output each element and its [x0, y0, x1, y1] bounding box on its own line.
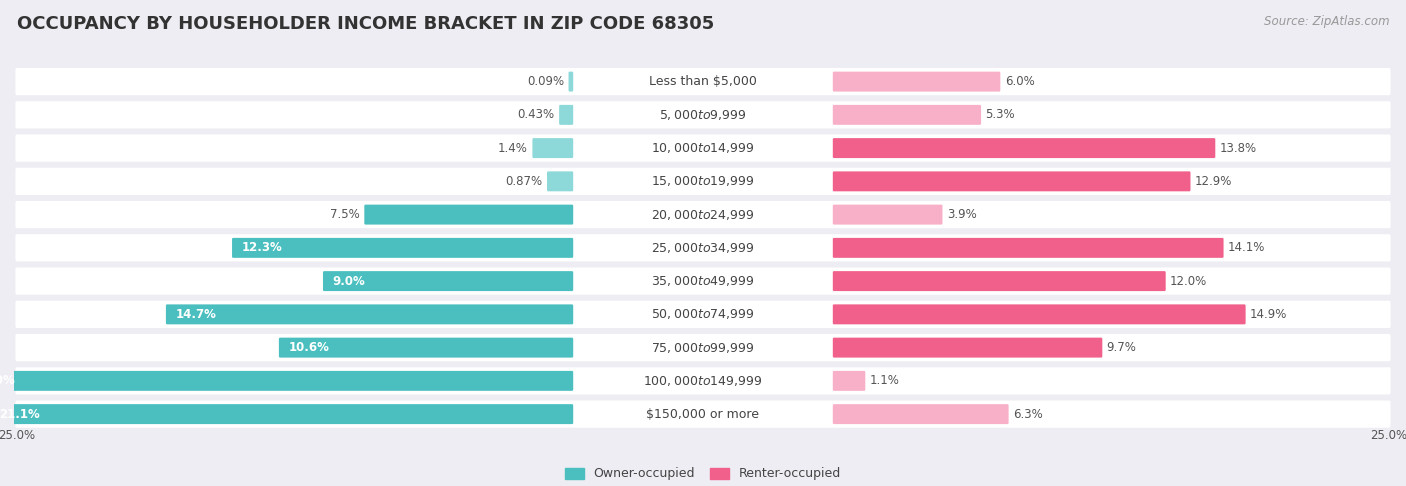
FancyBboxPatch shape — [15, 267, 1391, 295]
FancyBboxPatch shape — [568, 71, 574, 91]
Text: $20,000 to $24,999: $20,000 to $24,999 — [651, 208, 755, 222]
Text: 21.1%: 21.1% — [0, 408, 39, 420]
Text: $100,000 to $149,999: $100,000 to $149,999 — [644, 374, 762, 388]
FancyBboxPatch shape — [832, 338, 1102, 358]
Text: 1.4%: 1.4% — [498, 141, 529, 155]
Text: 25.0%: 25.0% — [0, 429, 35, 442]
FancyBboxPatch shape — [832, 105, 981, 125]
FancyBboxPatch shape — [364, 205, 574, 225]
FancyBboxPatch shape — [533, 138, 574, 158]
Text: 9.7%: 9.7% — [1107, 341, 1136, 354]
FancyBboxPatch shape — [278, 338, 574, 358]
Text: 12.3%: 12.3% — [242, 242, 283, 254]
FancyBboxPatch shape — [15, 234, 1391, 261]
Text: $25,000 to $34,999: $25,000 to $34,999 — [651, 241, 755, 255]
FancyBboxPatch shape — [832, 205, 942, 225]
FancyBboxPatch shape — [832, 371, 865, 391]
FancyBboxPatch shape — [15, 400, 1391, 428]
Text: $5,000 to $9,999: $5,000 to $9,999 — [659, 108, 747, 122]
FancyBboxPatch shape — [832, 71, 1000, 91]
Text: $35,000 to $49,999: $35,000 to $49,999 — [651, 274, 755, 288]
FancyBboxPatch shape — [166, 304, 574, 324]
FancyBboxPatch shape — [323, 271, 574, 291]
FancyBboxPatch shape — [832, 172, 1191, 191]
Text: 25.0%: 25.0% — [1371, 429, 1406, 442]
Text: 0.87%: 0.87% — [506, 175, 543, 188]
Text: Less than $5,000: Less than $5,000 — [650, 75, 756, 88]
FancyBboxPatch shape — [560, 105, 574, 125]
Text: $50,000 to $74,999: $50,000 to $74,999 — [651, 307, 755, 321]
FancyBboxPatch shape — [832, 238, 1223, 258]
FancyBboxPatch shape — [832, 271, 1166, 291]
Text: $150,000 or more: $150,000 or more — [647, 408, 759, 420]
FancyBboxPatch shape — [0, 371, 574, 391]
Text: 22.0%: 22.0% — [0, 374, 15, 387]
Text: $15,000 to $19,999: $15,000 to $19,999 — [651, 174, 755, 189]
FancyBboxPatch shape — [15, 301, 1391, 328]
FancyBboxPatch shape — [0, 404, 574, 424]
FancyBboxPatch shape — [15, 367, 1391, 395]
Text: 14.1%: 14.1% — [1227, 242, 1265, 254]
Text: 7.5%: 7.5% — [330, 208, 360, 221]
FancyBboxPatch shape — [832, 404, 1008, 424]
Text: $75,000 to $99,999: $75,000 to $99,999 — [651, 341, 755, 355]
FancyBboxPatch shape — [15, 334, 1391, 361]
FancyBboxPatch shape — [15, 168, 1391, 195]
Text: 14.9%: 14.9% — [1250, 308, 1288, 321]
Text: 12.9%: 12.9% — [1195, 175, 1232, 188]
Text: 9.0%: 9.0% — [332, 275, 366, 288]
Text: $10,000 to $14,999: $10,000 to $14,999 — [651, 141, 755, 155]
Text: 12.0%: 12.0% — [1170, 275, 1208, 288]
Text: 3.9%: 3.9% — [946, 208, 977, 221]
FancyBboxPatch shape — [15, 101, 1391, 128]
FancyBboxPatch shape — [832, 138, 1215, 158]
FancyBboxPatch shape — [15, 135, 1391, 162]
FancyBboxPatch shape — [15, 201, 1391, 228]
FancyBboxPatch shape — [232, 238, 574, 258]
FancyBboxPatch shape — [15, 68, 1391, 95]
Text: 5.3%: 5.3% — [986, 108, 1015, 122]
FancyBboxPatch shape — [547, 172, 574, 191]
Text: 10.6%: 10.6% — [288, 341, 329, 354]
Text: 14.7%: 14.7% — [176, 308, 217, 321]
Text: 1.1%: 1.1% — [870, 374, 900, 387]
FancyBboxPatch shape — [832, 304, 1246, 324]
Text: 6.0%: 6.0% — [1005, 75, 1035, 88]
Text: Source: ZipAtlas.com: Source: ZipAtlas.com — [1264, 15, 1389, 28]
Text: 0.09%: 0.09% — [527, 75, 564, 88]
Text: 13.8%: 13.8% — [1219, 141, 1257, 155]
Legend: Owner-occupied, Renter-occupied: Owner-occupied, Renter-occupied — [565, 468, 841, 481]
Text: 0.43%: 0.43% — [517, 108, 555, 122]
Text: 6.3%: 6.3% — [1012, 408, 1043, 420]
Text: OCCUPANCY BY HOUSEHOLDER INCOME BRACKET IN ZIP CODE 68305: OCCUPANCY BY HOUSEHOLDER INCOME BRACKET … — [17, 15, 714, 33]
